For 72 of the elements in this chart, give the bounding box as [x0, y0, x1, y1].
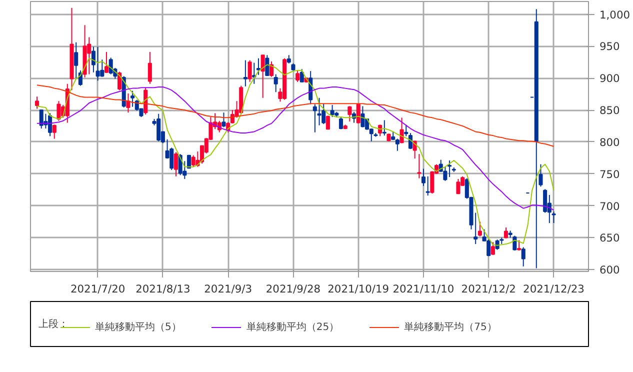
candlestick	[517, 240, 522, 251]
candlestick	[296, 70, 300, 82]
candlestick	[104, 51, 109, 74]
candlestick	[486, 239, 491, 257]
candlestick	[260, 54, 265, 98]
candlestick	[243, 60, 248, 87]
y-tick-label: 700	[600, 200, 620, 213]
candlestick	[174, 152, 178, 177]
candlestick	[100, 59, 104, 78]
candlestick	[91, 46, 96, 73]
candlestick	[426, 176, 430, 196]
candlestick	[265, 54, 270, 76]
candlestick	[186, 154, 192, 169]
candlestick	[74, 42, 78, 79]
y-tick-label: 1,000	[600, 8, 630, 22]
candlestick	[248, 60, 252, 82]
candlestick	[408, 132, 412, 150]
candlestick	[108, 57, 113, 75]
y-tick-label: 800	[600, 136, 620, 149]
y-tick-label: 900	[600, 72, 620, 86]
candlestick	[222, 112, 226, 128]
candlestick	[300, 68, 304, 82]
y-tick-label: 950	[600, 40, 620, 54]
candlestick	[395, 138, 400, 152]
candlestick	[130, 90, 135, 108]
x-tick-label: 2021/8/13	[136, 282, 190, 296]
candlestick	[144, 87, 148, 115]
candlestick	[274, 74, 278, 93]
candlestick	[256, 58, 260, 76]
legend-label: 単純移動平均（5）	[95, 321, 182, 334]
candlestick	[317, 97, 322, 126]
candlestick	[52, 124, 56, 140]
candlestick	[330, 104, 334, 118]
candlestick	[338, 116, 343, 130]
line-series	[36, 84, 554, 147]
x-tick-label: 2021/9/28	[266, 282, 321, 296]
candlestick	[312, 104, 317, 133]
x-tick-label: 2021/7/20	[70, 282, 126, 296]
candlestick	[521, 246, 526, 267]
candlestick	[443, 166, 448, 182]
candlestick	[118, 71, 122, 91]
x-tick-label: 2021/12/2	[461, 282, 516, 296]
candlestick	[191, 154, 196, 168]
candlestick	[39, 110, 44, 130]
candlestick	[504, 226, 508, 239]
x-tick-label: 2021/12/23	[523, 282, 584, 296]
candlestick	[34, 96, 40, 110]
candlestick	[543, 188, 548, 214]
candlestick	[326, 115, 330, 130]
candlestick	[148, 51, 152, 84]
y-tick-label: 750	[600, 168, 620, 181]
candlestick	[269, 61, 274, 78]
candlestick	[96, 46, 100, 82]
candlestick	[456, 178, 460, 194]
candlestick	[421, 168, 426, 186]
candlestick	[56, 100, 61, 122]
x-tick-label: 2021/10/19	[328, 282, 390, 296]
y-tick-label: 650	[600, 232, 620, 245]
candlestick	[404, 124, 408, 137]
legend-label: 単純移動平均（25）	[246, 321, 340, 334]
x-tick-label: 2021/11/10	[392, 282, 454, 296]
candlestick	[382, 120, 386, 136]
legend-label: 単純移動平均（75）	[404, 321, 497, 334]
candlestick	[490, 242, 495, 256]
y-tick-label: 850	[600, 104, 620, 118]
x-tick-label: 2021/9/3	[204, 282, 252, 296]
candlestick	[417, 154, 422, 179]
legend-title: 上段：	[38, 318, 68, 330]
candlestick	[348, 106, 352, 122]
y-tick-label: 600	[600, 264, 620, 277]
candlestick	[448, 160, 452, 178]
candlestick	[478, 221, 482, 237]
